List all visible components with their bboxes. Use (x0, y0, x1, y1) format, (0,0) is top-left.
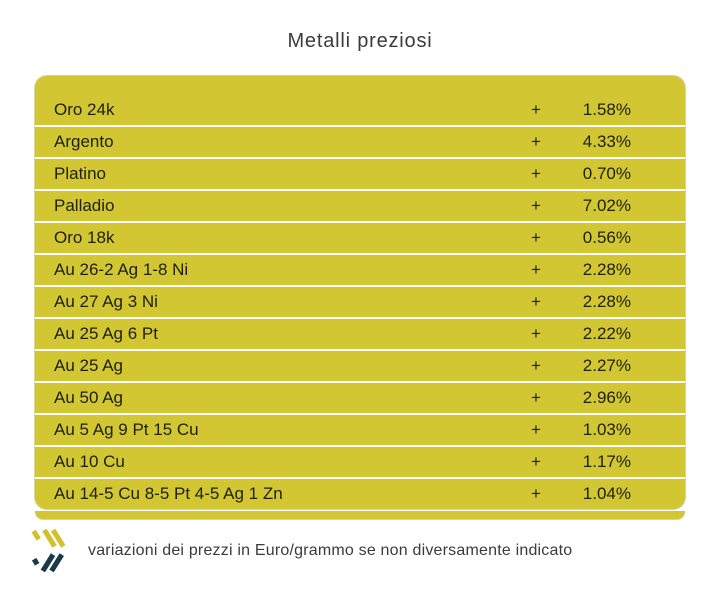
change-sign: + (531, 196, 541, 215)
change-value: 7.02% (582, 196, 631, 215)
change-sign: + (531, 164, 541, 183)
change-value: 1.03% (582, 420, 631, 439)
change-value: 2.28% (582, 292, 631, 311)
metal-name: Au 26-2 Ag 1-8 Ni (54, 260, 189, 279)
metal-name: Oro 24k (54, 100, 115, 119)
table-row: Palladio + 7.02% (35, 189, 685, 221)
change-value: 2.28% (582, 260, 631, 279)
metal-name: Au 25 Ag (54, 356, 124, 375)
change-sign: + (531, 100, 541, 119)
table-row: Platino + 0.70% (35, 157, 685, 189)
metal-name: Au 27 Ag 3 Ni (54, 292, 158, 311)
price-table: Oro 24k + 1.58% Argento + 4.33% Platino … (35, 76, 685, 509)
metal-name: Au 25 Ag 6 Pt (54, 324, 158, 343)
table-row: Au 10 Cu + 1.17% (35, 445, 685, 477)
change-value: 0.56% (582, 228, 631, 247)
change-value: 1.58% (582, 100, 631, 119)
metal-name: Argento (54, 132, 114, 151)
table-row: Argento + 4.33% (35, 125, 685, 157)
table-row: Au 5 Ag 9 Pt 15 Cu + 1.03% (35, 413, 685, 445)
table-row: Au 50 Ag + 2.96% (35, 381, 685, 413)
precious-metals-card: Oro 24k + 1.58% Argento + 4.33% Platino … (35, 76, 685, 519)
change-sign: + (531, 228, 541, 247)
metal-name: Platino (54, 164, 106, 183)
table-row: Au 27 Ag 3 Ni + 2.28% (35, 285, 685, 317)
card-bottom-cap (35, 511, 685, 519)
change-sign: + (531, 420, 541, 439)
table-row: Au 25 Ag + 2.27% (35, 349, 685, 381)
change-value: 0.70% (582, 164, 631, 183)
table-row: Oro 18k + 0.56% (35, 221, 685, 253)
metal-name: Au 50 Ag (54, 388, 124, 407)
brand-slashes-icon (31, 529, 66, 572)
metal-name: Au 5 Ag 9 Pt 15 Cu (54, 420, 199, 439)
metal-name: Oro 18k (54, 228, 115, 247)
change-sign: + (531, 452, 541, 471)
page-title: Metalli preziosi (287, 30, 433, 52)
change-sign: + (531, 292, 541, 311)
change-value: 2.27% (582, 356, 631, 375)
change-value: 1.17% (582, 452, 631, 471)
change-value: 4.33% (582, 132, 631, 151)
metal-name: Au 10 Cu (54, 452, 125, 471)
change-sign: + (531, 388, 541, 407)
change-sign: + (531, 484, 541, 503)
change-value: 2.96% (582, 388, 631, 407)
table-row: Oro 24k + 1.58% (35, 95, 685, 125)
change-sign: + (531, 324, 541, 343)
change-value: 1.04% (582, 484, 631, 503)
change-sign: + (531, 356, 541, 375)
footer: variazioni dei prezzi in Euro/grammo se … (29, 529, 720, 572)
metal-name: Au 14-5 Cu 8-5 Pt 4-5 Ag 1 Zn (54, 484, 283, 503)
table-row: Au 26-2 Ag 1-8 Ni + 2.28% (35, 253, 685, 285)
table-row: Au 25 Ag 6 Pt + 2.22% (35, 317, 685, 349)
change-sign: + (531, 260, 541, 279)
table-row: Au 14-5 Cu 8-5 Pt 4-5 Ag 1 Zn + 1.04% (35, 477, 685, 509)
change-sign: + (531, 132, 541, 151)
footer-note: variazioni dei prezzi in Euro/grammo se … (88, 541, 573, 559)
metal-name: Palladio (54, 196, 115, 215)
change-value: 2.22% (582, 324, 631, 343)
